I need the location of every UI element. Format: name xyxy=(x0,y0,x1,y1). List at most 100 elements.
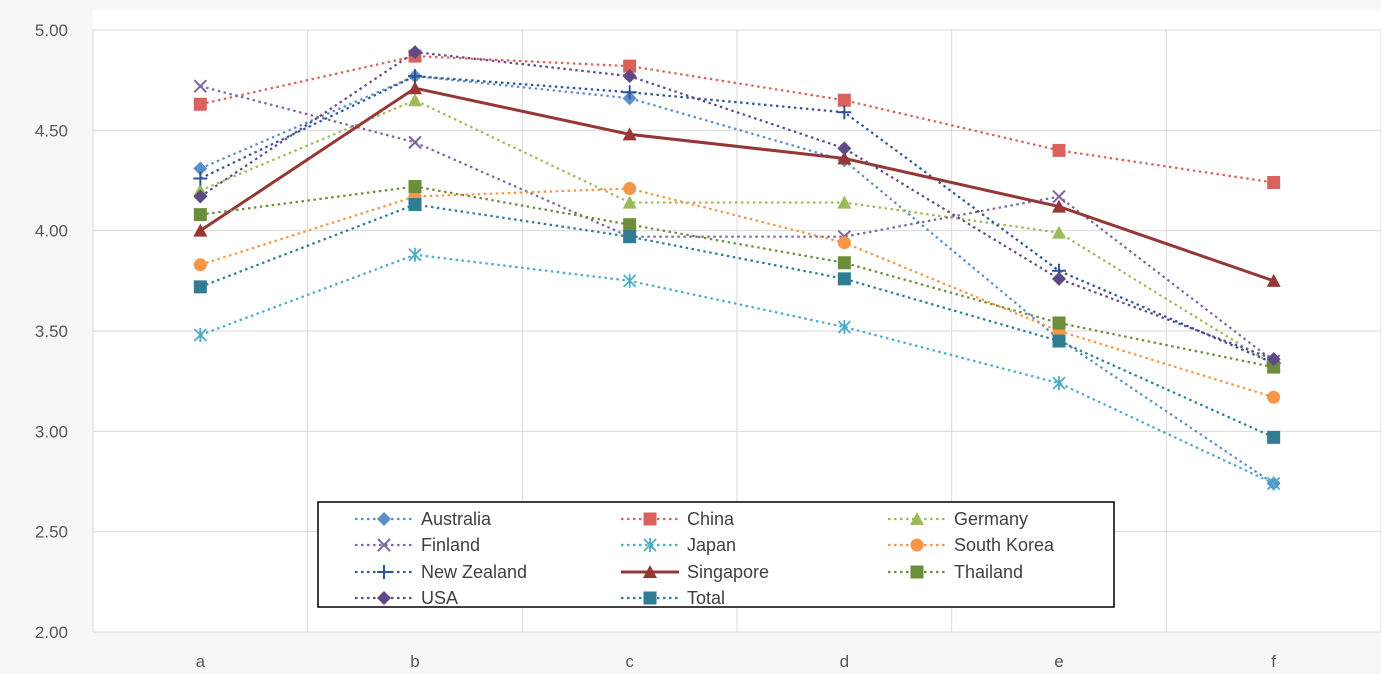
x-axis-tick-labels: a b c d e f xyxy=(196,652,1277,671)
x-tick-label: d xyxy=(840,652,849,671)
data-point-total xyxy=(837,272,851,286)
data-point-singapore xyxy=(622,127,637,141)
y-tick-label: 4.50 xyxy=(35,121,68,140)
series-layer xyxy=(193,45,1281,491)
legend-entry-germany: Germany xyxy=(888,509,1028,529)
legend-marker xyxy=(643,591,657,605)
x-tick-label: e xyxy=(1054,652,1063,671)
x-tick-label: f xyxy=(1271,652,1276,671)
data-point-total xyxy=(1267,430,1281,444)
data-point-south-korea xyxy=(623,182,637,196)
data-point-japan xyxy=(1052,376,1066,391)
data-point-japan xyxy=(408,247,422,262)
legend-marker xyxy=(643,512,657,526)
data-point-south-korea xyxy=(837,236,851,250)
legend-label: New Zealand xyxy=(421,562,527,582)
data-point-japan xyxy=(193,328,207,343)
data-point-usa xyxy=(408,45,422,60)
data-point-new-zealand xyxy=(622,85,637,100)
y-tick-label: 5.00 xyxy=(35,21,68,40)
data-point-singapore xyxy=(1266,273,1281,287)
data-point-total xyxy=(623,230,637,244)
series-line-japan xyxy=(199,253,1275,485)
data-point-total xyxy=(193,280,207,294)
legend-marker xyxy=(377,538,391,552)
data-point-new-zealand xyxy=(193,171,208,186)
legend-entry-south-korea: South Korea xyxy=(888,535,1055,555)
data-point-germany xyxy=(408,93,422,107)
data-point-china xyxy=(623,59,637,73)
data-point-china xyxy=(1052,143,1066,157)
series-line-germany xyxy=(199,99,1275,367)
series-usa xyxy=(193,45,1281,367)
legend-entry-japan: Japan xyxy=(621,535,736,555)
legend-marker xyxy=(377,565,391,579)
data-point-usa xyxy=(193,189,208,204)
legend-entry-finland: Finland xyxy=(355,535,480,555)
data-point-china xyxy=(193,97,207,111)
legend-label: Finland xyxy=(421,535,480,555)
legend-label: USA xyxy=(421,588,458,608)
legend: Australia China Germany Finland Japan South K… xyxy=(317,501,1115,608)
series-japan xyxy=(193,247,1281,491)
data-point-singapore xyxy=(837,151,852,165)
data-point-germany xyxy=(837,195,852,209)
y-tick-label: 4.00 xyxy=(35,222,68,241)
series-thailand xyxy=(193,180,1281,374)
x-tick-label: b xyxy=(410,652,419,671)
data-point-finland xyxy=(1052,189,1066,204)
y-tick-label: 2.50 xyxy=(35,523,68,542)
data-point-new-zealand xyxy=(408,69,422,84)
data-point-south-korea xyxy=(1267,390,1281,404)
data-point-usa xyxy=(622,69,637,84)
data-point-finland xyxy=(408,135,422,150)
legend-marker xyxy=(910,538,924,552)
data-point-finland xyxy=(193,79,208,93)
legend-label: China xyxy=(687,509,735,529)
series-line-new-zealand xyxy=(199,75,1275,365)
legend-label: Australia xyxy=(421,509,492,529)
data-point-germany xyxy=(622,195,637,209)
series-total xyxy=(193,198,1281,444)
legend-entry-australia: Australia xyxy=(355,509,492,529)
data-point-thailand xyxy=(193,208,207,222)
legend-entry-china: China xyxy=(621,509,735,529)
data-point-japan xyxy=(1267,476,1281,491)
legend-label: Thailand xyxy=(954,562,1023,582)
legend-label: Japan xyxy=(687,535,736,555)
legend-marker xyxy=(377,512,391,526)
y-tick-label: 3.50 xyxy=(35,322,68,341)
data-point-new-zealand xyxy=(837,105,852,120)
legend-label: South Korea xyxy=(954,535,1055,555)
legend-label: Germany xyxy=(954,509,1028,529)
data-point-thailand xyxy=(623,218,637,232)
data-point-singapore xyxy=(193,223,208,237)
data-point-south-korea xyxy=(193,258,207,272)
legend-marker xyxy=(910,512,924,525)
data-point-thailand xyxy=(1052,316,1066,330)
x-tick-label: c xyxy=(625,652,634,671)
legend-entry-usa: USA xyxy=(355,588,458,608)
legend-label: Singapore xyxy=(687,562,769,582)
legend-marker xyxy=(910,565,924,579)
series-line-south-korea xyxy=(200,187,1274,399)
data-point-thailand xyxy=(837,256,851,270)
data-point-singapore xyxy=(1052,199,1066,213)
data-point-total xyxy=(408,198,422,212)
y-tick-label: 3.00 xyxy=(35,422,68,441)
series-line-singapore xyxy=(199,86,1275,283)
series-line-usa xyxy=(199,50,1275,361)
data-point-thailand xyxy=(1267,360,1281,374)
x-tick-label: a xyxy=(196,652,206,671)
data-point-australia xyxy=(193,161,208,176)
data-point-germany xyxy=(1052,225,1066,239)
series-line-thailand xyxy=(200,185,1274,369)
legend-marker xyxy=(643,538,657,552)
legend-box xyxy=(317,501,1115,608)
legend-entry-total: Total xyxy=(621,588,725,608)
legend-label: Total xyxy=(687,588,725,608)
data-point-japan xyxy=(623,273,637,288)
data-point-japan xyxy=(837,319,851,334)
data-point-usa xyxy=(1266,352,1281,367)
